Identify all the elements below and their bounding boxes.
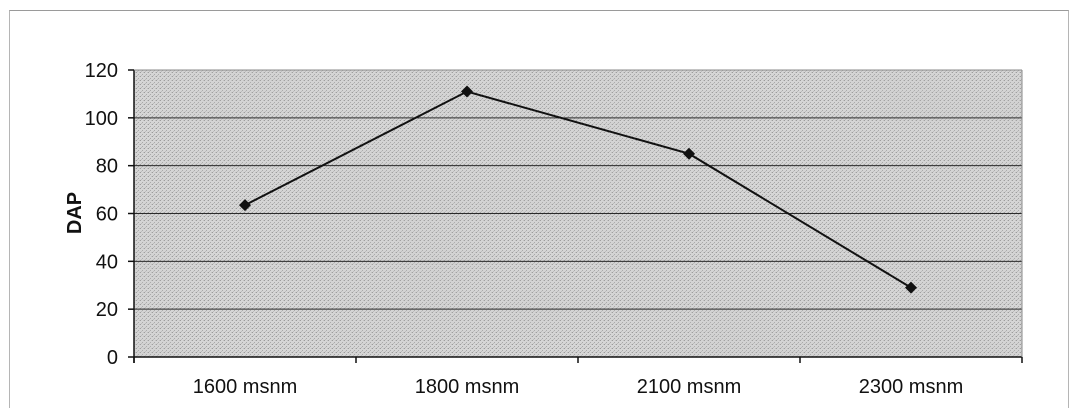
chart-frame bbox=[9, 10, 1069, 408]
y-tick-label: 40 bbox=[96, 251, 118, 273]
y-tick-label: 0 bbox=[107, 347, 118, 369]
y-tick-label: 120 bbox=[85, 60, 118, 82]
x-tick-label: 1800 msnm bbox=[415, 376, 520, 398]
y-axis-tick-labels: 0 20 40 60 80 100 120 bbox=[85, 60, 118, 369]
x-tick-label: 2100 msnm bbox=[637, 376, 742, 398]
y-tick-label: 80 bbox=[96, 156, 118, 178]
data-point-marker bbox=[461, 85, 473, 98]
x-tick-label: 1600 msnm bbox=[193, 376, 298, 398]
y-tick-label: 20 bbox=[96, 299, 118, 321]
data-point-marker bbox=[239, 199, 251, 212]
x-axis-tick-labels: 1600 msnm 1800 msnm 2100 msnm 2300 msnm bbox=[193, 376, 964, 398]
x-tick-label: 2300 msnm bbox=[859, 376, 964, 398]
axes bbox=[133, 69, 1023, 363]
series-line bbox=[244, 90, 912, 289]
series-markers bbox=[239, 85, 917, 294]
y-axis-title: DAP bbox=[64, 192, 86, 234]
data-point-marker bbox=[905, 281, 917, 294]
data-point-marker bbox=[683, 147, 695, 160]
y-tick-label: 60 bbox=[96, 204, 118, 226]
y-tick-label: 100 bbox=[85, 108, 118, 130]
series-line bbox=[244, 90, 912, 289]
